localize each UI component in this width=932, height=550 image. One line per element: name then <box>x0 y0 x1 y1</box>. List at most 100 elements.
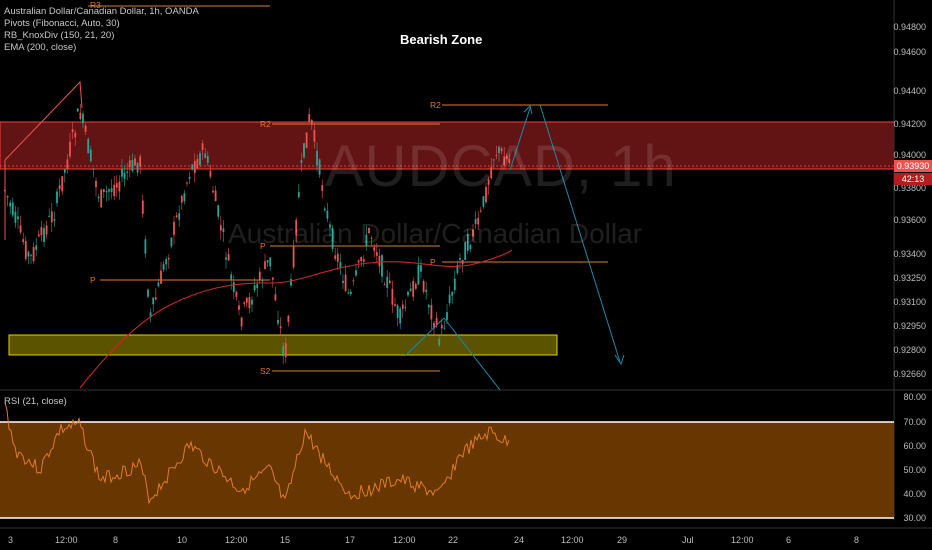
candle-body <box>136 162 139 173</box>
time-tick-label: 8 <box>854 535 860 545</box>
candle-body <box>87 138 90 154</box>
candle-body <box>420 265 422 272</box>
time-tick-label: 17 <box>345 535 356 545</box>
candle-body <box>386 276 389 288</box>
rsi-band <box>0 422 894 518</box>
candle-body <box>261 279 264 282</box>
candle-body <box>219 225 222 231</box>
bearish-zone-label[interactable]: Bearish Zone <box>400 32 483 47</box>
time-tick-label: 15 <box>280 535 291 545</box>
candle-body <box>349 291 352 295</box>
price-tick-label: 0.92950 <box>893 321 926 331</box>
candle-body <box>336 253 339 262</box>
time-tick-label: 6 <box>786 535 792 545</box>
candle-body <box>175 215 178 218</box>
candle-body <box>456 264 459 274</box>
price-tick-label: 0.94200 <box>893 119 926 129</box>
candle-body <box>17 216 19 220</box>
candle-body <box>438 338 441 346</box>
candle-body <box>425 289 428 292</box>
candle-body <box>102 189 105 192</box>
candle-body <box>89 149 92 162</box>
candle-body <box>362 259 365 262</box>
candle-body <box>128 160 131 168</box>
candle-body <box>186 182 188 184</box>
candle-body <box>240 317 243 327</box>
candle-body <box>152 297 155 305</box>
candle-body <box>303 143 305 158</box>
candle-body <box>284 343 287 357</box>
candle-body <box>503 156 506 166</box>
candle-body <box>188 176 191 179</box>
candle-body <box>196 159 199 169</box>
candle-body <box>394 304 396 306</box>
candle-body <box>71 129 74 132</box>
candle-body <box>225 257 227 260</box>
candle-body <box>269 257 272 267</box>
candle-body <box>482 196 485 207</box>
bearish-zone-rect[interactable] <box>0 121 895 170</box>
candle-body <box>40 227 43 236</box>
countdown-tag: 42:13 <box>894 173 932 185</box>
time-tick-label: 24 <box>514 535 525 545</box>
price-tick-label: 0.93250 <box>893 273 926 283</box>
time-tick-label: 29 <box>617 535 628 545</box>
candle-body <box>139 156 142 167</box>
candle-body <box>204 153 207 158</box>
symbol-title[interactable]: Australian Dollar/Canadian Dollar, 1h, O… <box>4 6 199 17</box>
candle-body <box>258 271 261 281</box>
candle-body <box>381 255 383 277</box>
time-tick-label: 22 <box>448 535 459 545</box>
candle-body <box>251 299 253 305</box>
candle-body <box>134 158 136 166</box>
pivot-label-r3: R3 <box>90 0 101 10</box>
candle-body <box>97 196 100 199</box>
legend-ema[interactable]: EMA (200, close) <box>4 42 77 53</box>
candle-body <box>277 319 279 324</box>
candle-body <box>474 218 477 224</box>
price-tick-label: 0.93800 <box>893 183 926 193</box>
candle-body <box>329 224 331 228</box>
candle-body <box>79 112 82 120</box>
time-tick-label: 12:00 <box>393 535 416 545</box>
price-tick-label: 0.94600 <box>893 47 926 57</box>
candle-body <box>282 346 285 357</box>
candle-body <box>222 228 225 233</box>
price-tick-label: 0.92660 <box>893 369 926 379</box>
candle-body <box>433 322 435 329</box>
candle-body <box>22 239 25 243</box>
candle-body <box>313 129 316 142</box>
pivot-label-s2: S2 <box>260 366 271 376</box>
candle-body <box>6 196 9 198</box>
legend-pivots[interactable]: Pivots (Fibonacci, Auto, 30) <box>4 18 120 29</box>
candle-body <box>443 327 446 329</box>
candle-body <box>479 210 482 212</box>
candle-body <box>295 219 298 236</box>
candle-body <box>66 159 69 169</box>
candle-body <box>238 305 240 310</box>
candle-body <box>69 141 71 157</box>
candle-body <box>492 159 495 161</box>
candle-body <box>178 213 181 220</box>
candle-body <box>154 297 157 300</box>
candle-body <box>9 202 12 207</box>
rsi-tick-label: 80.00 <box>903 392 926 402</box>
candle-body <box>45 225 48 235</box>
candle-body <box>448 294 451 304</box>
candle-body <box>162 264 165 270</box>
rsi-legend[interactable]: RSI (21, close) <box>4 396 67 407</box>
candle-body <box>383 284 386 286</box>
legend-knoxdiv[interactable]: RB_KnoxDiv (150, 21, 20) <box>4 30 115 41</box>
candle-body <box>165 259 168 265</box>
candle-body <box>469 244 472 250</box>
candle-body <box>292 245 295 268</box>
divergence-line <box>4 80 83 161</box>
candle-body <box>407 291 409 296</box>
candle-body <box>508 159 511 164</box>
candle-body <box>84 125 87 133</box>
candle-body <box>131 159 134 172</box>
candle-body <box>279 326 282 329</box>
candle-body <box>461 259 464 265</box>
candle-body <box>193 160 196 173</box>
